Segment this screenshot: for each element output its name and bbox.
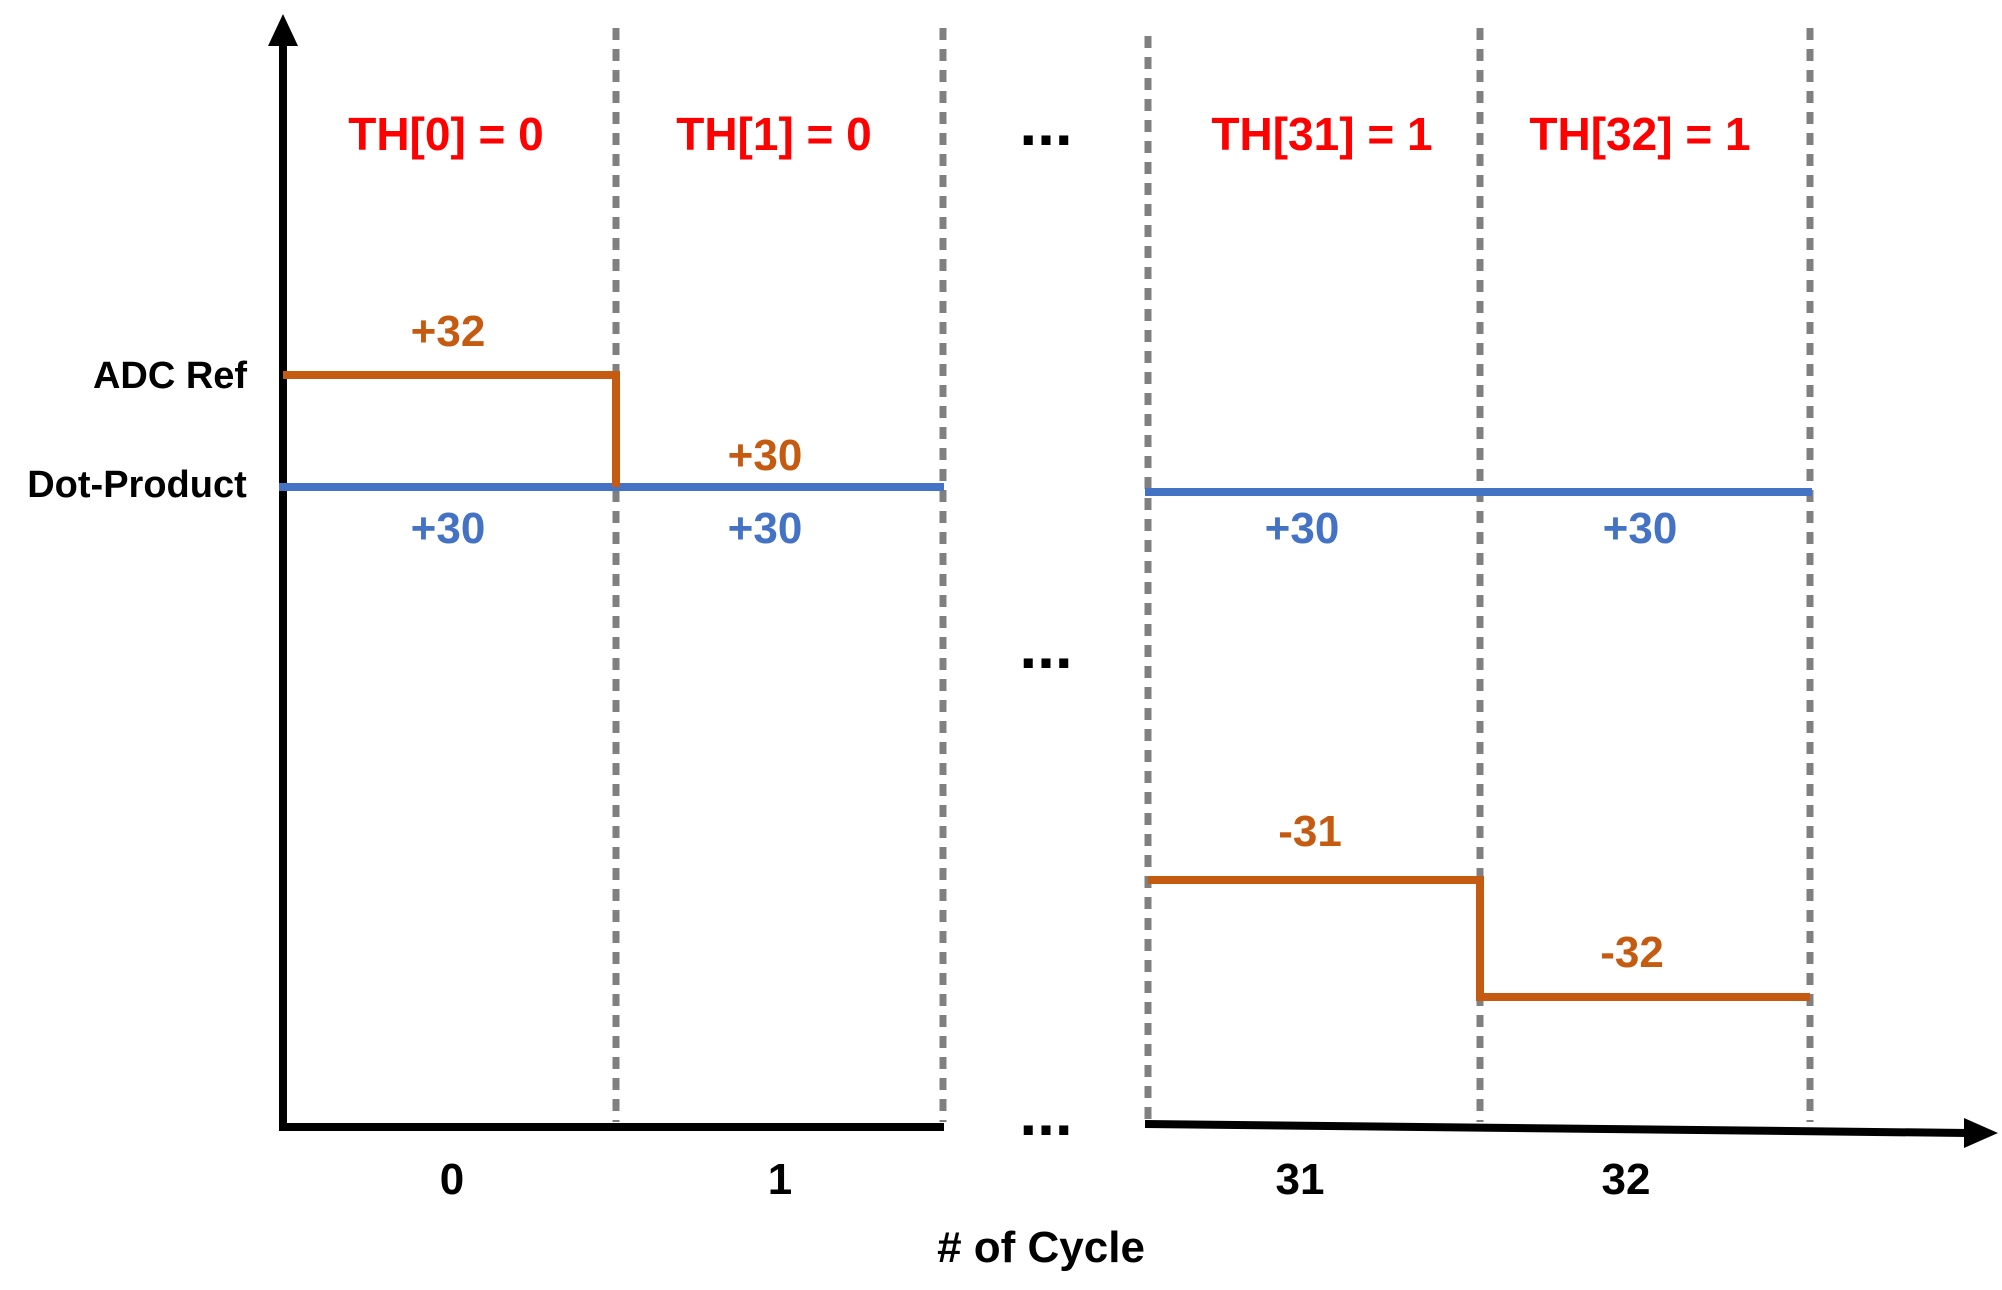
dot-product-signal [279, 483, 1812, 496]
adc-ref-value-label: -32 [1600, 928, 1664, 977]
threshold-label: TH[1] = 0 [676, 108, 872, 160]
x-axis-segment [1144, 1120, 1969, 1137]
y-axis-arrow-icon [268, 14, 298, 46]
dot-product-value-label: +30 [728, 504, 803, 553]
dot-product-value-label: +30 [1265, 504, 1340, 553]
x-axis-title: # of Cycle [937, 1223, 1145, 1272]
cycle-tick-label: 0 [440, 1155, 464, 1204]
cycle-tick-label: 32 [1602, 1155, 1651, 1204]
cycle-tick-labels: 0 1 31 32 [440, 1155, 1651, 1204]
ellipsis-middle: ... [1019, 610, 1072, 682]
axes [268, 14, 1998, 1148]
ellipsis-bottom: ... [1019, 1077, 1072, 1149]
dot-product-values: +30 +30 +30 +30 [411, 504, 1678, 553]
cycle-tick-label: 31 [1276, 1155, 1325, 1204]
adc-ref-axis-label: ADC Ref [93, 355, 247, 397]
adc-ref-values: +32 +30 -31 -32 [411, 307, 1664, 977]
threshold-label: TH[31] = 1 [1211, 108, 1432, 160]
ellipses: ... ... ... [1019, 87, 1072, 1149]
adc-ref-step [1148, 876, 1810, 1001]
adc-ref-step [283, 371, 620, 487]
adc-ref-value-label: -31 [1278, 807, 1342, 856]
dot-product-value-label: +30 [1603, 504, 1678, 553]
adc-ref-value-label: +30 [728, 431, 803, 480]
cycle-tick-label: 1 [768, 1155, 792, 1204]
adc-ref-signal [283, 371, 1810, 1001]
threshold-label: TH[0] = 0 [348, 108, 544, 160]
dot-product-axis-label: Dot-Product [27, 464, 247, 506]
x-axis-arrow-icon [1964, 1118, 1998, 1148]
adc-ref-value-label: +32 [411, 307, 486, 356]
threshold-label: TH[32] = 1 [1529, 108, 1750, 160]
ellipsis-top: ... [1019, 87, 1072, 159]
dot-product-value-label: +30 [411, 504, 486, 553]
threshold-labels: TH[0] = 0 TH[1] = 0 TH[31] = 1 TH[32] = … [348, 108, 1750, 160]
